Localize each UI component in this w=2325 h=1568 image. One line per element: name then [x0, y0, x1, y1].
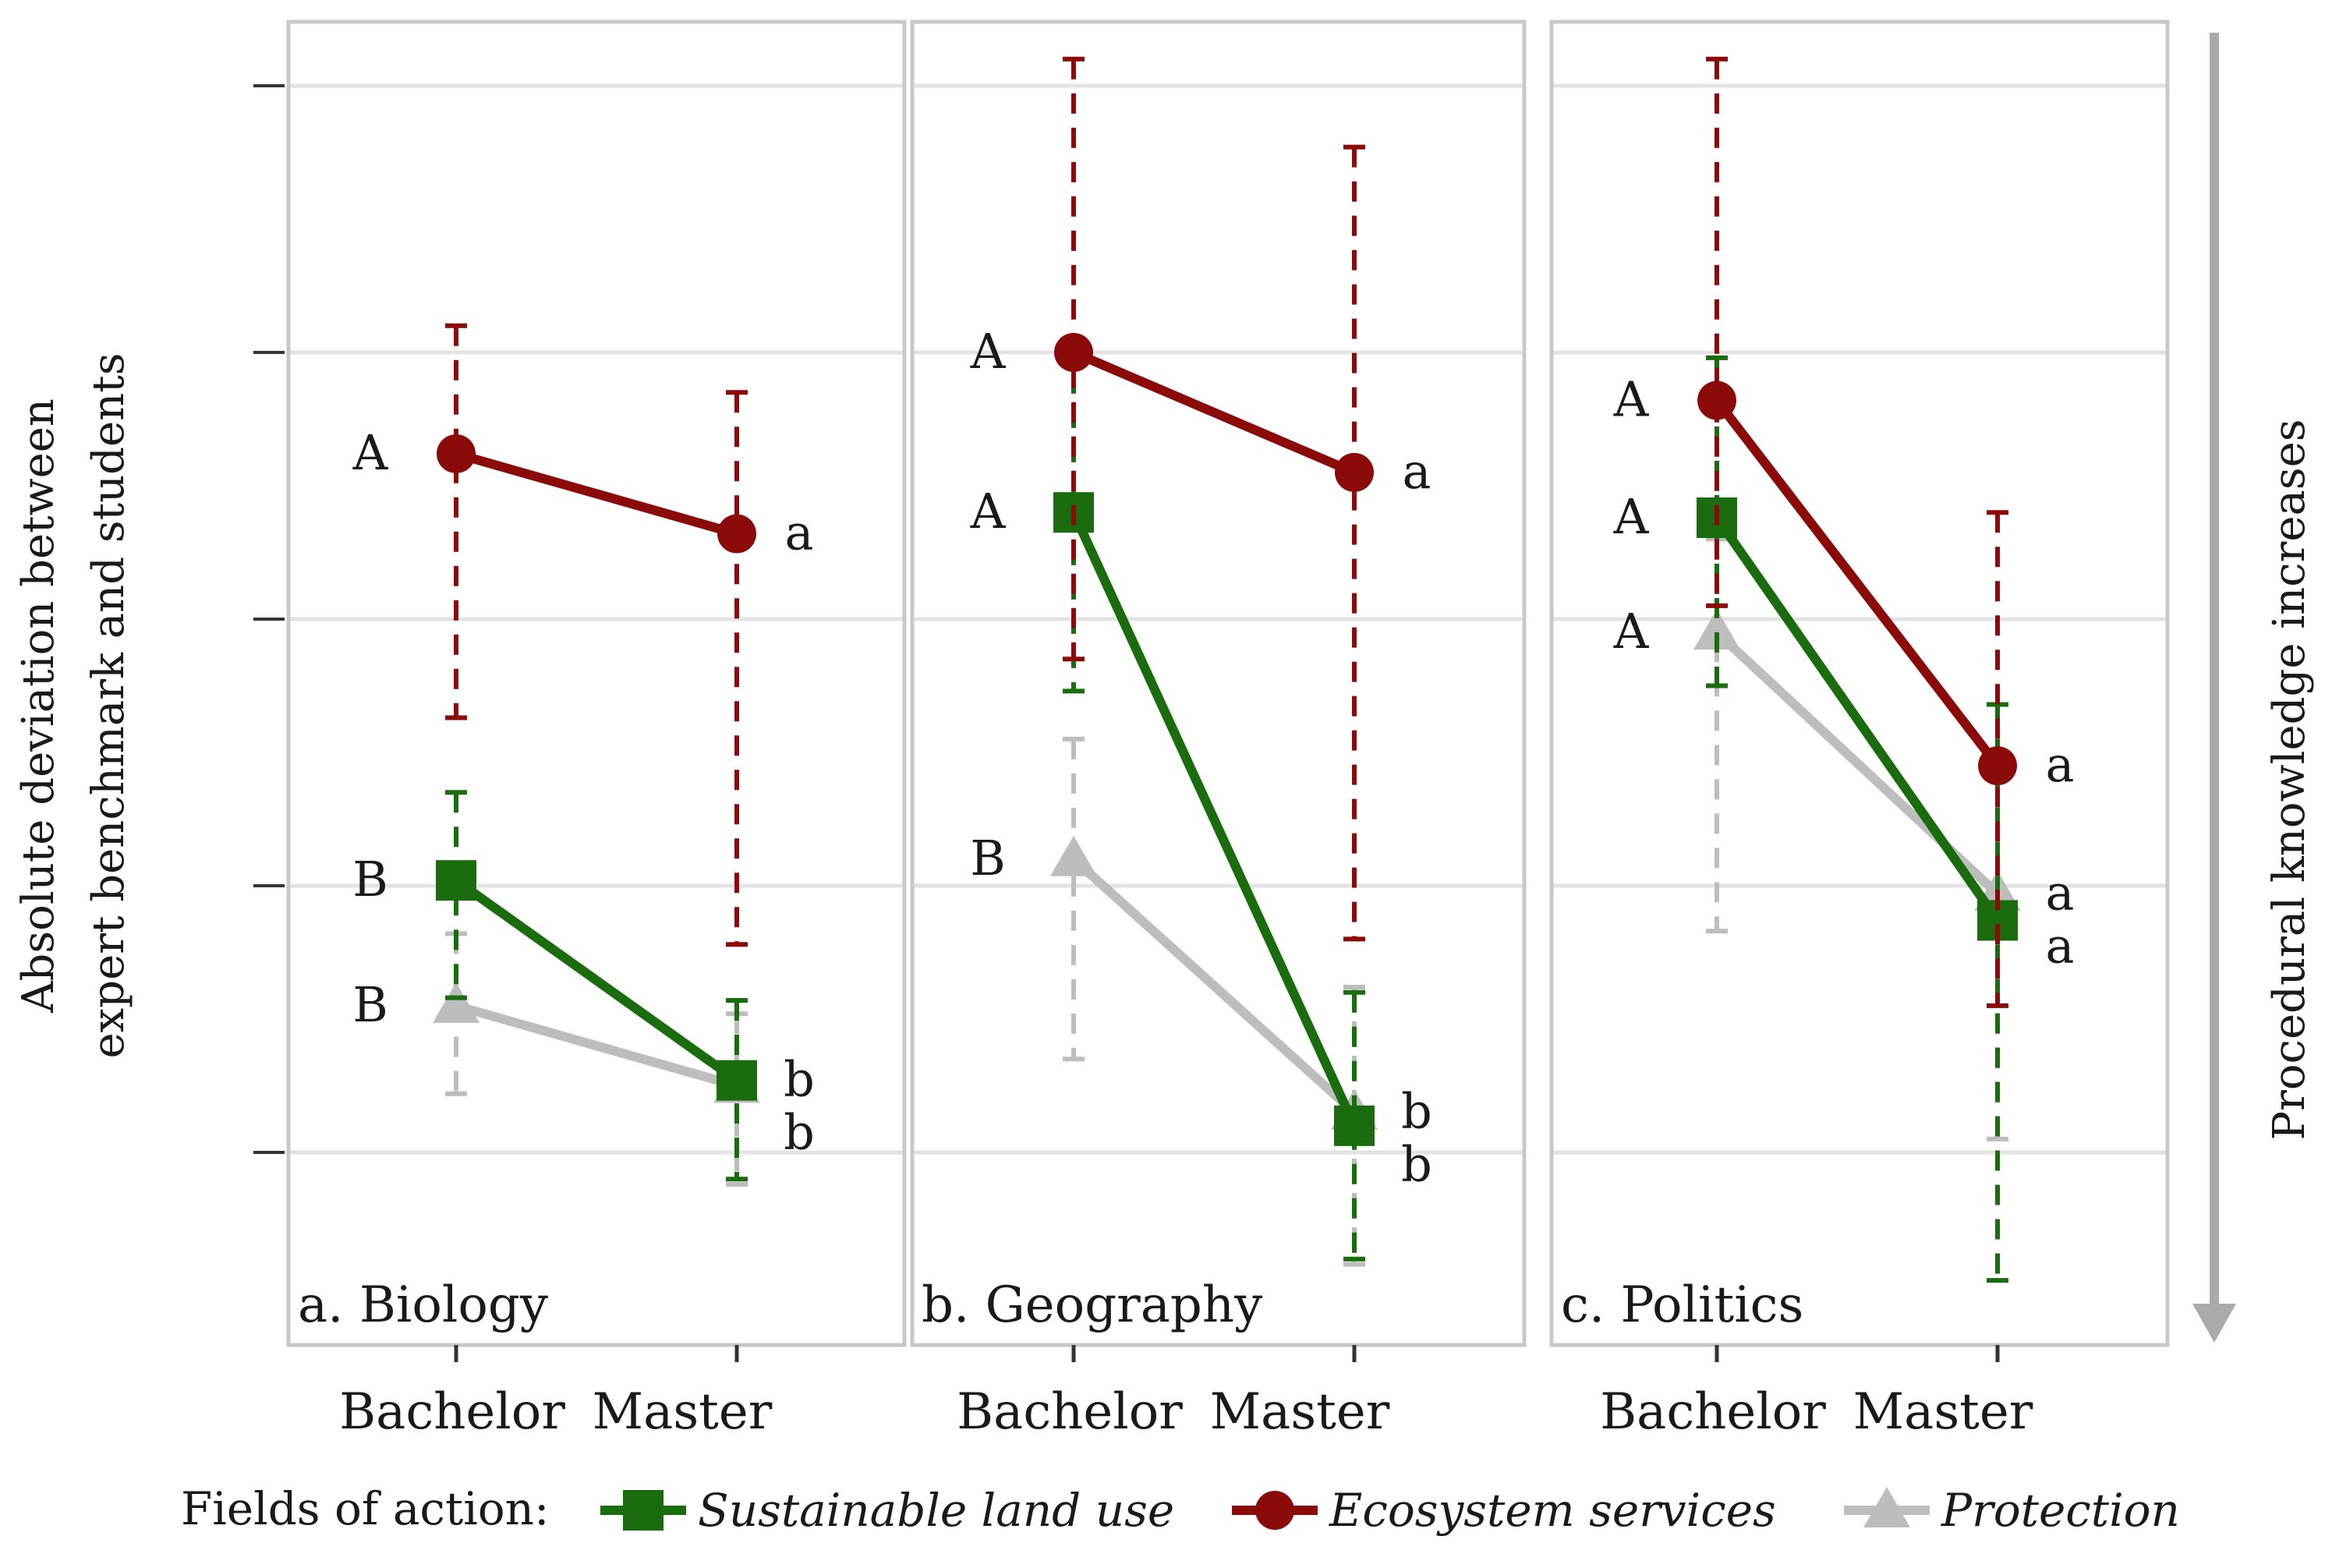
panel-frame: [1549, 19, 2170, 1347]
series-land: [436, 790, 757, 1182]
significance-letter: A: [1613, 603, 1650, 660]
panel-label: b. Geography: [922, 1276, 1262, 1334]
data-point: [717, 514, 756, 554]
series-line: [1713, 397, 2001, 769]
series-eco: [1697, 56, 2017, 1008]
significance-letter: A: [352, 424, 389, 481]
legend-title: Fields of action:: [181, 1482, 550, 1535]
y-axis-title-line-2: expert benchmark and students: [83, 353, 134, 1059]
knowledge-arrow: [2192, 33, 2236, 1343]
y-axis-title-line-1: Absolute deviation between: [13, 398, 64, 1014]
x-tick-label: Bachelor: [957, 1383, 1183, 1441]
significance-letter: a: [2046, 864, 2075, 921]
legend-item-land: Sustainable land use: [600, 1484, 1174, 1537]
panel-frame: [910, 19, 1527, 1347]
data-point: [1050, 835, 1097, 876]
series-line: [455, 449, 738, 539]
data-point: [1334, 1105, 1375, 1146]
x-tick-label: Master: [593, 1383, 773, 1441]
panel-label: a. Biology: [298, 1276, 548, 1334]
data-point: [1693, 609, 1740, 650]
right-axis-label: Procedural knowledge increases: [2264, 419, 2315, 1140]
significance-letter: A: [970, 483, 1007, 540]
x-tick-label: Bachelor: [1600, 1383, 1826, 1441]
down-arrow-icon: [2192, 1304, 2236, 1343]
panel-1: a. Biology Bachelor Master A B Ba bb: [286, 19, 907, 1441]
significance-letter: b: [1401, 1136, 1432, 1193]
legend-item-prot: Protection: [1844, 1484, 2180, 1537]
significance-letter: B: [352, 851, 388, 908]
series-line: [453, 876, 740, 1085]
data-point: [1697, 380, 1736, 420]
series-line: [1069, 510, 1359, 1128]
y-ticks: [253, 84, 285, 1154]
data-point: [1978, 746, 2017, 786]
significance-letter: a: [2046, 736, 2075, 793]
series-land: [1053, 336, 1375, 1262]
legend-label: Sustainable land use: [698, 1484, 1174, 1537]
significance-letter: A: [1613, 371, 1650, 428]
legend-item-eco: Ecosystem services: [1232, 1484, 1776, 1537]
right-axis-title: Procedural knowledge increases: [2264, 419, 2315, 1140]
significance-letter: A: [970, 323, 1007, 380]
x-tick-label: Master: [1853, 1383, 2033, 1441]
panel-2: b. Geography Bachelor Master A A Ba bb: [910, 19, 1527, 1441]
x-tick-label: Master: [1210, 1383, 1390, 1441]
series-eco: [1054, 56, 1374, 942]
legend-label: Ecosystem services: [1329, 1484, 1776, 1537]
significance-letter: b: [784, 1104, 815, 1161]
significance-letter: a: [2046, 917, 2075, 974]
legend-label: Protection: [1941, 1484, 2180, 1537]
significance-letter: B: [352, 976, 388, 1033]
significance-letter: b: [784, 1051, 815, 1108]
series-land: [1697, 355, 2018, 1283]
significance-letter: A: [1613, 488, 1650, 545]
legend: Fields of action: Sustainable land use Ec…: [181, 1482, 2180, 1537]
series-line: [1713, 515, 2001, 923]
data-point: [437, 434, 476, 473]
data-point: [433, 982, 480, 1023]
legend-marker-square: [623, 1490, 664, 1531]
significance-letter: a: [785, 504, 814, 561]
data-point: [436, 860, 476, 901]
y-axis-title: Absolute deviation between expert benchm…: [13, 353, 134, 1059]
legend-marker-triangle: [1863, 1487, 1910, 1527]
panel-label: c. Politics: [1561, 1276, 1803, 1334]
x-tick-label: Bachelor: [339, 1383, 565, 1441]
series-eco: [437, 323, 756, 947]
data-point: [1335, 452, 1374, 492]
legend-marker-circle: [1255, 1491, 1294, 1530]
series-line: [1071, 348, 1357, 477]
data-point: [1054, 333, 1093, 372]
significance-letter: a: [1403, 443, 1431, 500]
panel-frame: [286, 19, 907, 1347]
series-line: [1070, 855, 1358, 1117]
data-point: [717, 1060, 757, 1101]
series-prot: [1693, 536, 2021, 1141]
significance-letter: B: [970, 830, 1006, 887]
series-line: [455, 1001, 738, 1091]
significance-letter: b: [1401, 1083, 1432, 1140]
